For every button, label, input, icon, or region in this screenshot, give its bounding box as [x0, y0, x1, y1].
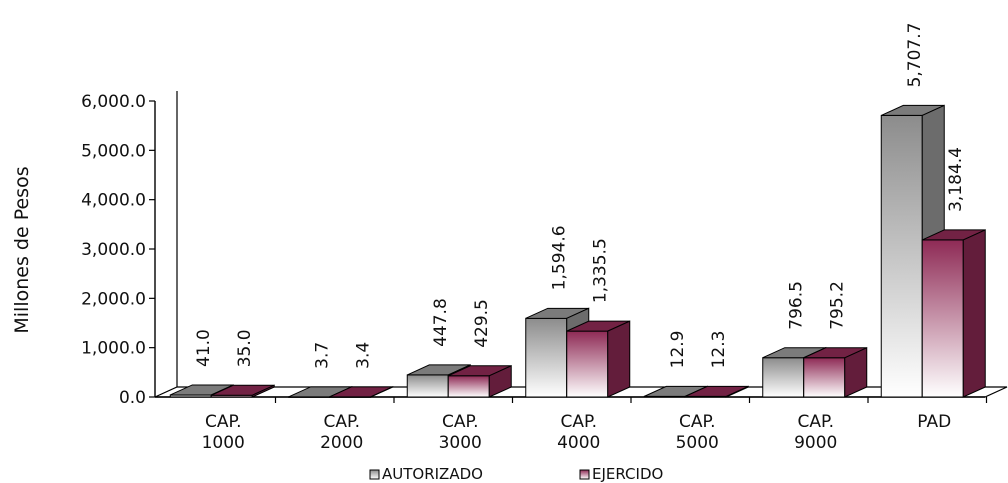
data-label: 3,184.4	[946, 147, 966, 212]
bar-ejercido-side	[607, 320, 631, 398]
legend-label-autorizado: AUTORIZADO	[382, 465, 483, 483]
bar-ejercido-front	[566, 330, 609, 398]
data-label: 3.7	[312, 342, 332, 369]
x-tick-label: CAP.	[205, 412, 242, 432]
x-tick-label: CAP.	[797, 412, 834, 432]
bars	[169, 104, 986, 398]
bar-autorizado-front	[525, 317, 568, 398]
y-tick-label: 4,000.0	[81, 191, 146, 211]
bar-ejercido-front	[447, 375, 490, 398]
x-tick-label: 3000	[439, 433, 482, 453]
data-label: 447.8	[431, 298, 451, 347]
data-label: 12.3	[709, 331, 729, 369]
y-tick-label: 6,000.0	[81, 92, 146, 112]
data-label: 35.0	[235, 329, 255, 367]
axes: 0.0 1,000.0 2,000.0 3,000.0 4,000.0 5,000.0 6,…	[81, 91, 1008, 453]
legend: AUTORIZADO EJERCIDO	[369, 465, 663, 483]
bar-ejercido-side	[251, 384, 275, 398]
y-axis-title: Millones de Pesos	[11, 166, 33, 333]
y-tick-label: 0.0	[119, 388, 146, 408]
bar-ejercido-side	[962, 229, 986, 398]
data-label: 1,594.6	[549, 225, 569, 290]
data-labels: 41.0 35.0 3.7 3.4 447.8 429.5 1,594.6 1,335.5 12…	[194, 23, 966, 369]
bar-ejercido-front	[921, 239, 964, 398]
data-label: 5,707.7	[905, 23, 925, 88]
data-label: 41.0	[194, 329, 214, 367]
bar-ejercido-front	[803, 357, 846, 398]
bar-ejercido-side	[370, 386, 394, 398]
legend-swatch-autorizado	[369, 469, 380, 480]
x-tick-label: 4000	[557, 433, 600, 453]
data-label: 796.5	[786, 281, 806, 330]
data-label: 12.9	[668, 331, 688, 369]
x-tick-label: 9000	[794, 433, 837, 453]
x-tick-label: CAP.	[679, 412, 716, 432]
bar-autorizado-front	[762, 357, 805, 398]
bar-autorizado-front	[406, 374, 449, 398]
y-tick-label: 1,000.0	[81, 339, 146, 359]
bar-ejercido-side	[844, 346, 868, 398]
bar-autorizado-front	[880, 114, 923, 398]
legend-label-ejercido: EJERCIDO	[592, 465, 663, 483]
x-tick-label: 1000	[202, 433, 245, 453]
bar-ejercido-side	[725, 385, 749, 398]
bar-ejercido-side	[488, 365, 512, 398]
x-tick-label: PAD	[917, 412, 951, 432]
data-label: 3.4	[353, 342, 373, 369]
x-tick-label: CAP.	[323, 412, 360, 432]
data-label: 795.2	[827, 281, 847, 330]
x-tick-label: 2000	[320, 433, 363, 453]
data-label: 1,335.5	[590, 238, 610, 303]
data-label: 429.5	[472, 299, 492, 348]
y-tick-label: 3,000.0	[81, 240, 146, 260]
x-tick-label: 5000	[676, 433, 719, 453]
x-tick-label: CAP.	[442, 412, 479, 432]
legend-swatch-ejercido	[579, 469, 590, 480]
y-tick-label: 5,000.0	[81, 141, 146, 161]
y-tick-label: 2,000.0	[81, 289, 146, 309]
x-tick-label: CAP.	[560, 412, 597, 432]
